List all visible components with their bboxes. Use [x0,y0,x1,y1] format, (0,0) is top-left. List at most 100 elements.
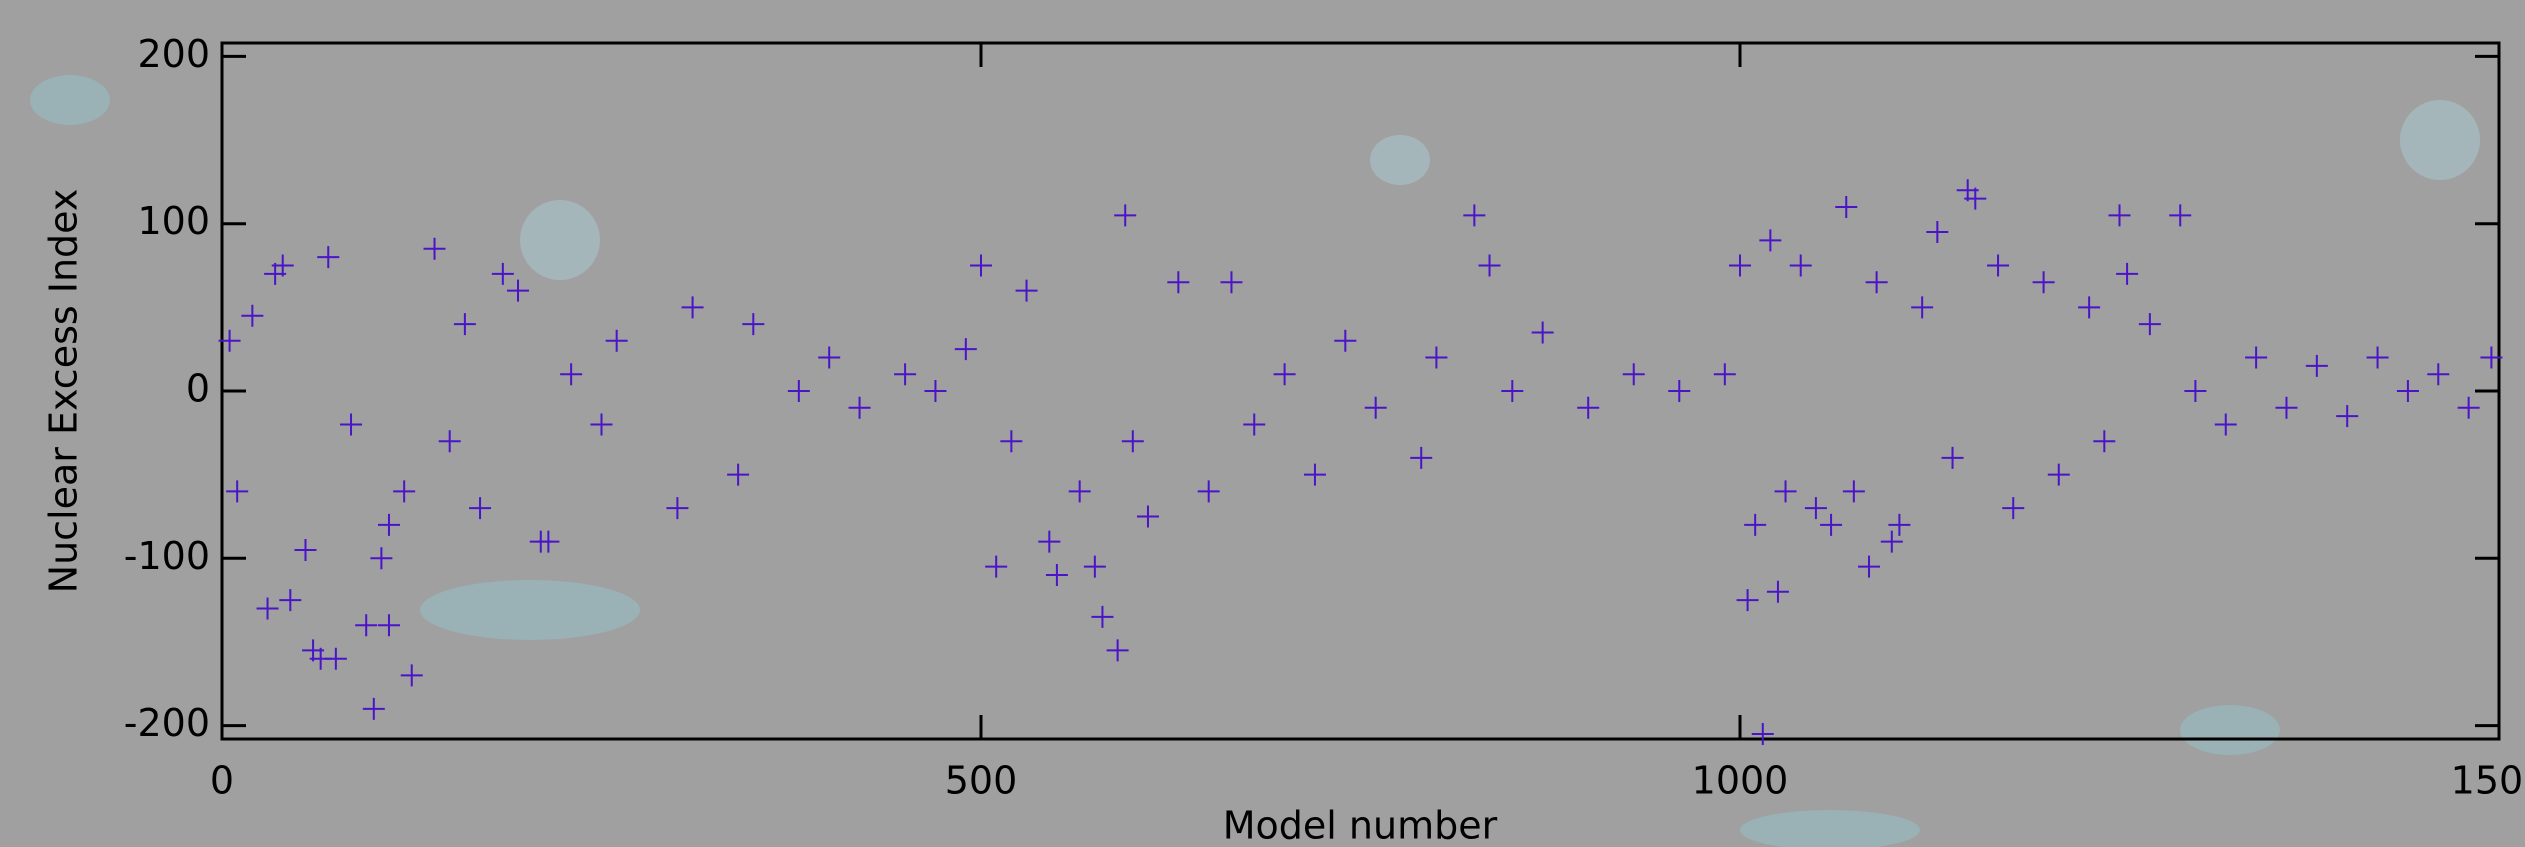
point [742,313,765,336]
point [218,329,241,352]
point [1068,480,1091,503]
point [954,338,977,361]
point [507,279,530,302]
point [1964,187,1987,210]
point [1880,530,1903,553]
point [1820,513,1843,536]
point [1136,505,1159,528]
point [1759,229,1782,252]
point [787,380,810,402]
point [1273,363,1296,386]
x-tick-label: 1000 [1692,759,1789,803]
point [1425,346,1448,369]
y-axis-label: Nuclear Excess Index [42,189,86,594]
point [2480,346,2503,369]
point [400,664,423,687]
point [1197,480,1220,503]
point [1744,513,1767,536]
point [727,463,750,486]
point [2002,497,2025,520]
point [605,329,628,352]
point [1668,380,1691,402]
x-axis-label: Model number [1223,804,1498,847]
point [1865,271,1888,294]
x-tick-label: 1500 [2451,759,2525,803]
point [1478,254,1501,277]
series [218,179,2503,745]
point [377,513,400,536]
point [1106,639,1129,662]
point [1364,396,1387,419]
point [2336,405,2359,428]
point [241,304,264,327]
point [469,497,492,520]
point [1804,497,1827,520]
point [1463,204,1486,227]
point [1713,363,1736,386]
point [1888,513,1911,536]
y-tick-label: 0 [186,367,210,411]
point [1577,396,1600,419]
point [294,538,317,561]
point [2116,262,2139,285]
point [1114,204,1137,227]
point [2184,380,2207,402]
point [491,262,514,285]
point [1531,321,1554,344]
point [2047,463,2070,486]
y-tick-label: -200 [124,701,210,745]
point [1842,480,1865,503]
point [2396,380,2419,402]
point [2366,346,2389,369]
point [362,697,385,720]
point [377,614,400,637]
point [1091,605,1114,628]
point [2457,396,2480,419]
point [2032,271,2055,294]
point [666,497,689,520]
point [1000,430,1023,453]
point [1334,329,1357,352]
point [1038,530,1061,553]
point [1736,589,1759,612]
point [1045,564,1068,587]
point [2275,396,2298,419]
point [681,296,704,319]
point [1729,254,1751,277]
point [848,396,871,419]
point [1858,555,1881,578]
point [1751,722,1774,745]
point [1987,254,2010,277]
y-tick-label: 100 [137,199,210,243]
point [560,363,583,386]
point [818,346,841,369]
point [438,430,461,453]
background-image [30,75,2480,847]
point [2427,363,2450,386]
y-tick-label: -100 [124,534,210,578]
point [1410,446,1433,469]
y-tick-label: 200 [137,32,210,76]
point [1220,271,1243,294]
point [537,530,560,553]
point [1167,271,1190,294]
point [226,480,249,503]
point [1911,296,1934,319]
point [2169,204,2192,227]
point [370,547,393,570]
point [1835,195,1858,218]
point [2214,413,2237,436]
point [317,246,340,269]
point [453,313,476,336]
point [355,614,378,637]
point [1303,463,1326,486]
point [271,254,294,277]
point [1941,446,1964,469]
point [985,555,1008,578]
point [423,237,446,260]
point [279,589,302,612]
point [1622,363,1645,386]
point [324,647,347,670]
point [894,363,917,386]
